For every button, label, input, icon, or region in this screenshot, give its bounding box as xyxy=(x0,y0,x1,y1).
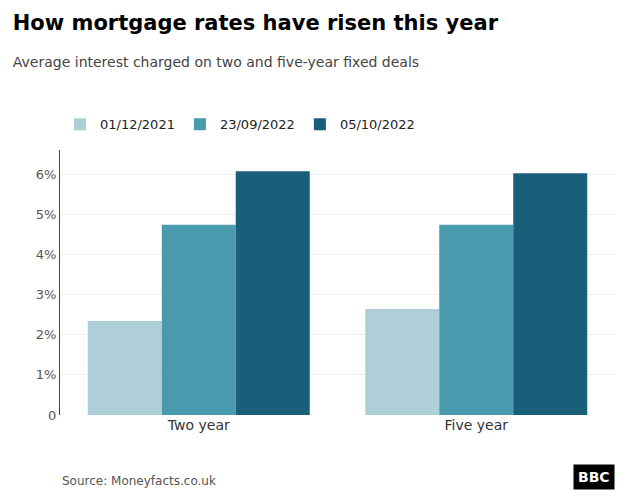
svg-text:05/10/2022: 05/10/2022 xyxy=(340,117,415,132)
svg-text:01/12/2021: 01/12/2021 xyxy=(100,117,175,132)
svg-text:How mortgage rates have risen: How mortgage rates have risen this year xyxy=(13,11,499,35)
svg-text:23/09/2022: 23/09/2022 xyxy=(220,117,295,132)
svg-text:Five year: Five year xyxy=(444,417,508,433)
svg-text:Average interest charged on tw: Average interest charged on two and five… xyxy=(13,54,419,70)
svg-text:2%: 2% xyxy=(36,327,57,342)
svg-text:Source: Moneyfacts.co.uk: Source: Moneyfacts.co.uk xyxy=(62,474,216,488)
svg-text:BBC: BBC xyxy=(578,469,610,485)
svg-text:3%: 3% xyxy=(36,287,57,302)
svg-text:0: 0 xyxy=(48,408,56,423)
svg-text:4%: 4% xyxy=(36,247,57,262)
svg-text:6%: 6% xyxy=(36,167,57,182)
svg-text:5%: 5% xyxy=(36,207,57,222)
svg-text:Two year: Two year xyxy=(167,417,230,433)
svg-text:1%: 1% xyxy=(36,367,57,382)
